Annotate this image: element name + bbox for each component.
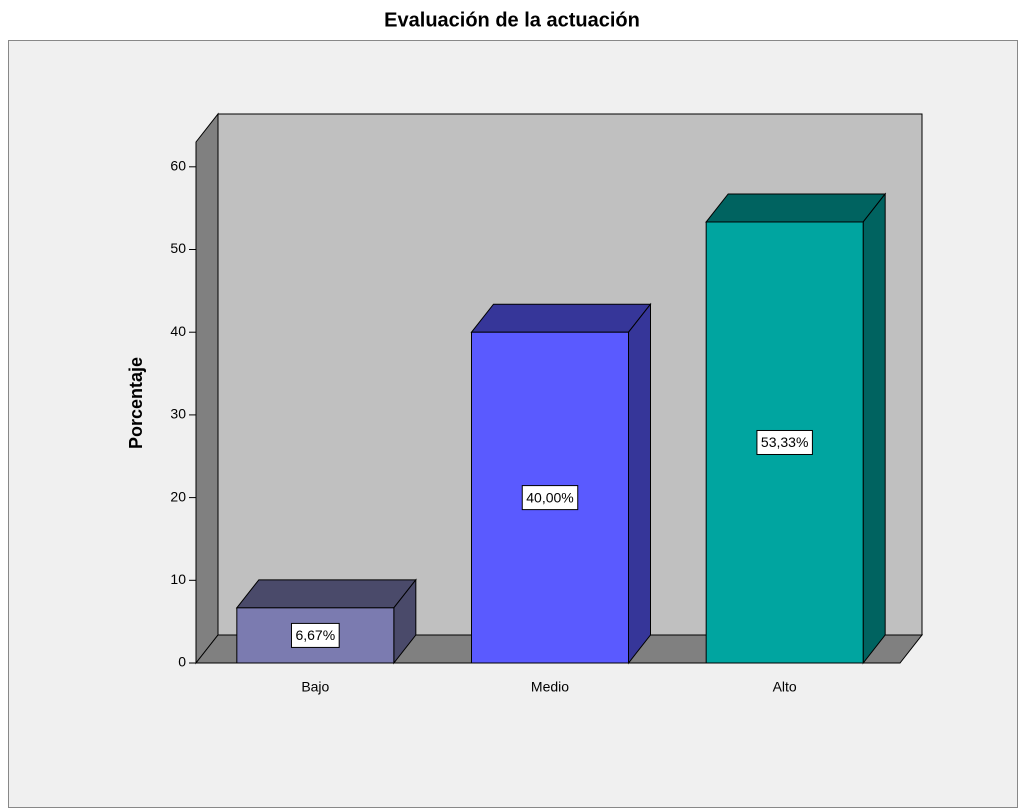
value-label-box [290, 622, 340, 648]
y-tick-label: 60 [170, 158, 186, 174]
bar-top [235, 579, 417, 609]
value-label: 53,33% [761, 434, 808, 450]
y-tick-label: 0 [178, 654, 186, 670]
x-tick-label: Medio [531, 679, 569, 695]
bar-side [628, 302, 651, 665]
x-tick-label: Bajo [301, 679, 329, 695]
chart-title: Evaluación de la actuación [384, 9, 640, 31]
value-label-box [756, 429, 813, 455]
y-tick-label: 10 [170, 571, 186, 587]
x-tick-label: Alto [773, 679, 797, 695]
y-tick-label: 20 [170, 488, 186, 504]
value-label: 6,67% [295, 627, 335, 643]
bar-side [862, 192, 886, 665]
left-wall [195, 112, 219, 665]
y-tick-label: 40 [170, 323, 186, 339]
bar-top [470, 303, 652, 333]
y-axis-label: Porcentaje [126, 357, 146, 449]
bar-top [705, 193, 887, 223]
y-tick-label: 50 [170, 240, 186, 256]
value-label: 40,00% [526, 489, 573, 505]
value-label-box [521, 485, 579, 511]
y-tick-label: 30 [170, 406, 186, 422]
